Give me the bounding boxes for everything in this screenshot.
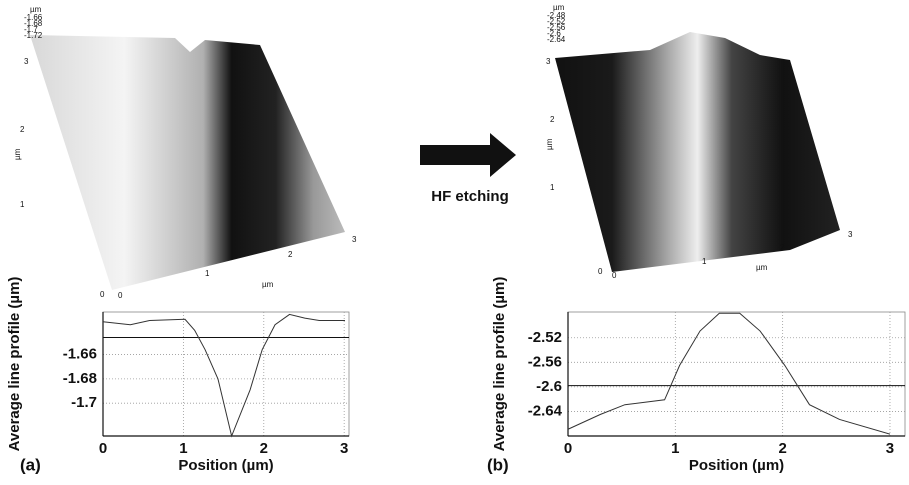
z-tick-label: -2.56 [547,23,566,32]
x-tick-label: 3 [352,235,357,244]
x-tick-label: 1 [671,440,679,457]
y-tick-label: -1.68 [63,370,97,387]
z-tick-label: -2.6 [547,29,561,38]
y-tick-label: -1.66 [63,346,97,363]
x-tick-label: 2 [778,440,786,457]
x-axis-label: µm [262,280,274,289]
x-axis-label: µm [756,263,768,272]
y-tick-label: -2.64 [528,402,563,419]
y-tick-label: 0 [100,290,105,299]
z-unit: µm [553,3,565,12]
y-tick-label: -1.7 [71,394,97,411]
z-unit: µm [30,5,42,14]
y-tick-label: 1 [20,200,25,209]
x-axis-label: Position (µm) [689,457,784,474]
y-tick-label: 2 [550,115,555,124]
x-axis-label: Position (µm) [178,457,273,474]
y-axis-label: Average line profile (µm) [6,277,23,452]
x-tick-label: 0 [564,440,572,457]
x-tick-label: 1 [205,269,210,278]
z-tick-label: -2.64 [547,35,566,44]
z-tick-label: -1.66 [24,13,43,22]
y-tick-label: 0 [598,267,603,276]
x-tick-label: 2 [780,243,785,252]
x-tick-label: 3 [886,440,894,457]
x-tick-label: 2 [288,250,293,259]
annotation: HF etching [431,188,509,205]
z-tick-label: -1.7 [24,25,38,34]
plot-area [102,311,350,437]
y-tick-label: -2.6 [536,378,562,395]
x-tick-label: 3 [848,230,853,239]
y-tick-label: 1 [550,183,555,192]
x-tick-label: 3 [340,440,348,457]
arrow [420,133,516,177]
z-tick-label: -2.52 [547,17,566,26]
x-tick-label: 0 [118,291,123,300]
y-tick-label: -2.56 [528,353,562,370]
x-tick-label: 0 [612,271,617,280]
plot-area [567,311,906,437]
afm-surface-a [30,35,345,290]
z-tick-label: -1.72 [24,31,43,40]
y-axis-label: µm [13,148,22,160]
y-tick-label: 2 [20,125,25,134]
profile-line [102,313,345,438]
y-tick-label: 3 [546,57,551,66]
x-tick-label: 1 [702,257,707,266]
y-axis-label: Average line profile (µm) [491,277,508,452]
profile-line [567,312,891,435]
z-tick-label: -1.68 [24,19,43,28]
panel-label: (a) [20,455,41,474]
y-axis-label: µm [545,138,554,150]
panel-label: (b) [487,455,509,474]
y-tick-label: 3 [24,57,29,66]
y-tick-label: -2.52 [528,329,562,346]
x-tick-label: 1 [179,440,187,457]
x-tick-label: 2 [260,440,268,457]
z-tick-label: -2.48 [547,11,566,20]
afm-surface-b [555,32,840,272]
x-tick-label: 0 [99,440,107,457]
